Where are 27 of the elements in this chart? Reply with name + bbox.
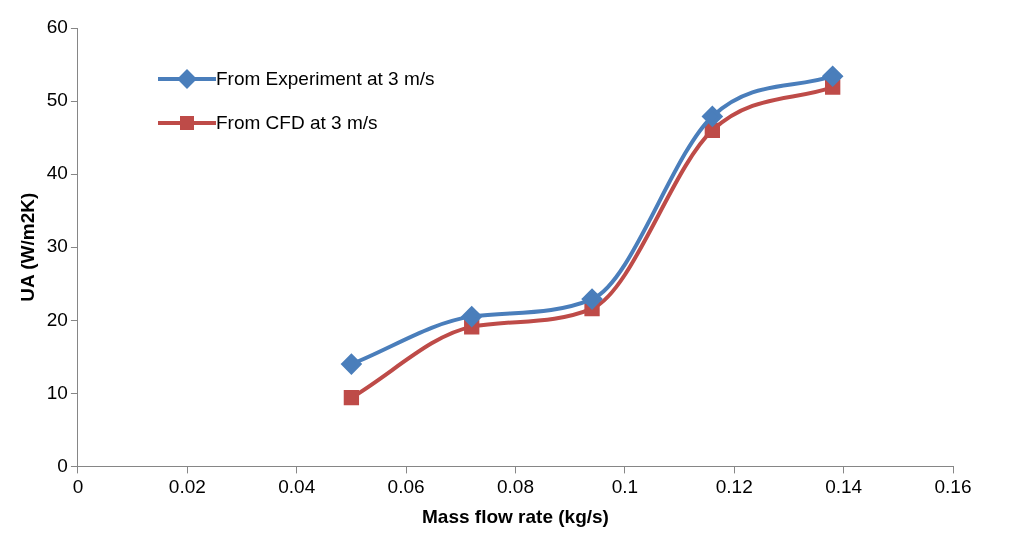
x-tick-label: 0.02 — [168, 476, 206, 498]
point — [582, 289, 603, 310]
y-tick-label: 30 — [46, 235, 68, 257]
point — [341, 354, 362, 375]
point — [702, 106, 723, 127]
y-tick-label: 20 — [46, 308, 68, 330]
x-tick-label: 0.12 — [715, 476, 753, 498]
x-tick-label: 0.14 — [825, 476, 863, 498]
y-tick-label: 0 — [57, 454, 68, 476]
y-tick-label: 50 — [46, 89, 68, 111]
y-axis-title: UA (W/m2K) — [16, 192, 38, 302]
x-tick-label: 0.08 — [496, 476, 534, 498]
legend-label: From CFD at 3 m/s — [216, 111, 379, 135]
y-tick-label: 40 — [46, 162, 68, 184]
point — [343, 390, 360, 406]
x-tick-label: 0.16 — [934, 476, 972, 498]
x-tick-label: 0.06 — [387, 476, 425, 498]
legend-label: From Experiment at 3 m/s — [216, 67, 436, 91]
point — [704, 122, 721, 138]
y-tick-label: 10 — [46, 381, 68, 403]
point — [461, 306, 482, 327]
x-tick-label: 0.1 — [611, 476, 639, 498]
x-tick-label: 0 — [72, 476, 84, 498]
y-tick-label: 60 — [46, 16, 68, 38]
x-axis-title: Mass flow rate (kg/s) — [422, 505, 609, 527]
point — [822, 66, 843, 87]
x-tick-label: 0.04 — [278, 476, 316, 498]
